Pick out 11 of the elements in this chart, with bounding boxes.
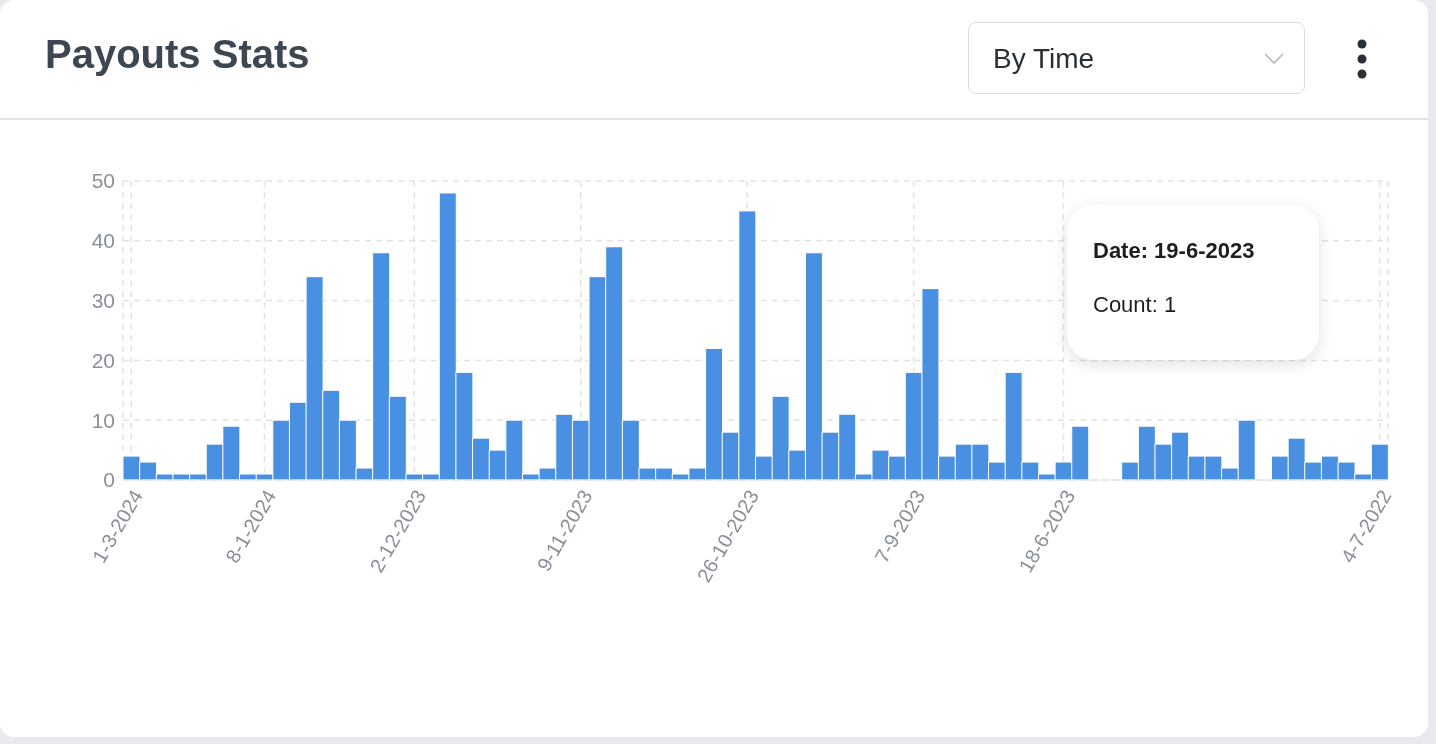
y-tick-label: 50 xyxy=(91,169,115,193)
y-tick-label: 30 xyxy=(91,289,115,313)
annotation: Count: 1 xyxy=(1093,292,1178,318)
y-tick-label: 40 xyxy=(91,229,115,253)
y-tick-label: 0 xyxy=(103,468,115,492)
y-tick-label: 10 xyxy=(91,408,115,432)
dropdown-field: By Time xyxy=(968,22,1305,94)
annotation: Date: 19-6-2023 xyxy=(1093,238,1256,264)
y-tick-label: 20 xyxy=(91,348,115,372)
chart-title: Payouts Stats xyxy=(45,32,310,77)
tooltip-box: Date: 19-6-2023 Count: 1 xyxy=(1067,205,1319,360)
